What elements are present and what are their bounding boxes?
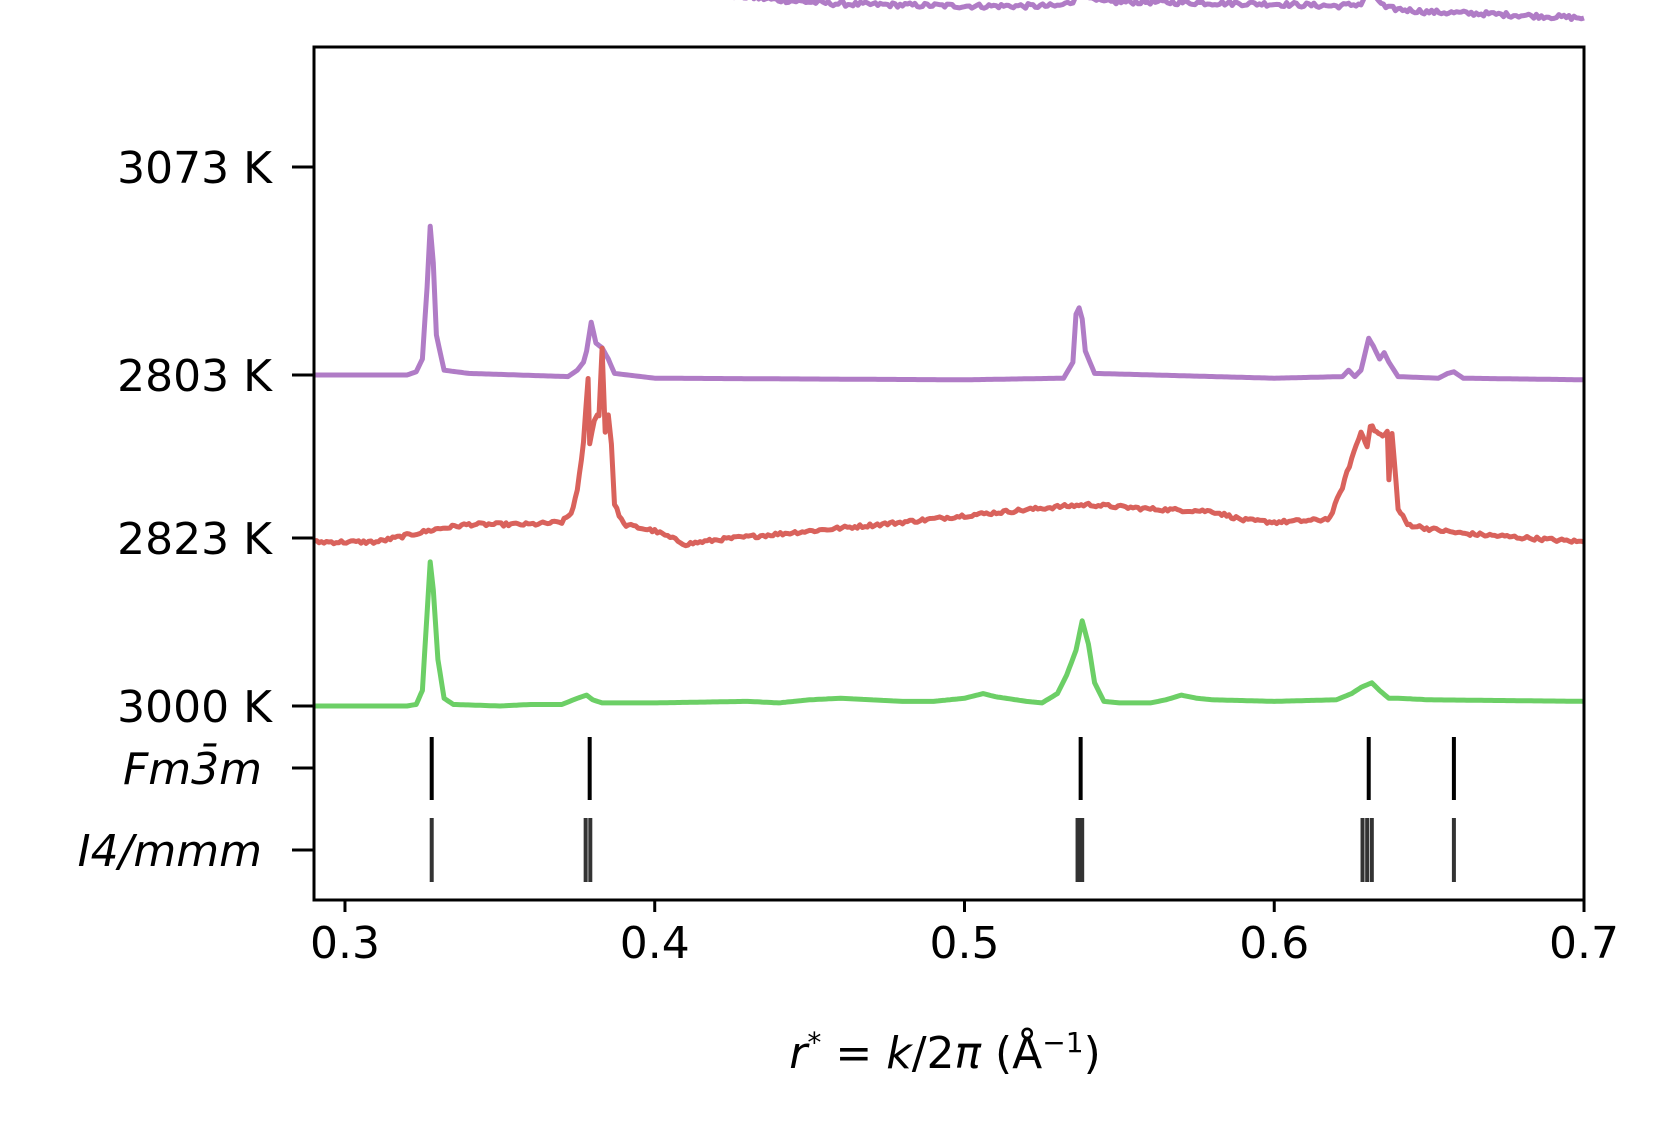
y-tick-label: 2803 K (117, 351, 273, 402)
series-line-3000-k (314, 559, 1585, 709)
x-tick-label: 0.3 (310, 918, 380, 969)
y-tick-label: 2823 K (117, 514, 273, 565)
series-line-3073-k (733, 0, 1585, 22)
y-tick-label: Fm3̄m (123, 742, 262, 795)
x-tick-label: 0.6 (1239, 918, 1309, 969)
x-axis-ticks: 0.3 0.4 0.5 0.6 0.7 (310, 900, 1619, 969)
y-tick-label: 3073 K (117, 143, 273, 194)
y-tick-label: I4/mmm (78, 826, 262, 877)
x-tick-label: 0.5 (929, 918, 999, 969)
y-axis-ticks: 3073 K 2803 K 2823 K 3000 K Fm3̄m I4/mmm (78, 143, 314, 877)
series-line-2803-k (313, 223, 1584, 383)
reflection-tick-layer (429, 737, 1456, 882)
plot-frame (312, 45, 1586, 902)
series-layer (313, 0, 1585, 709)
x-axis-label: r* = k/2π (Å−1) (789, 1026, 1100, 1079)
series-line-2823-k (313, 345, 1585, 549)
x-tick-label: 0.7 (1549, 918, 1619, 969)
x-tick-label: 0.4 (620, 918, 690, 969)
y-tick-label: 3000 K (117, 682, 273, 733)
